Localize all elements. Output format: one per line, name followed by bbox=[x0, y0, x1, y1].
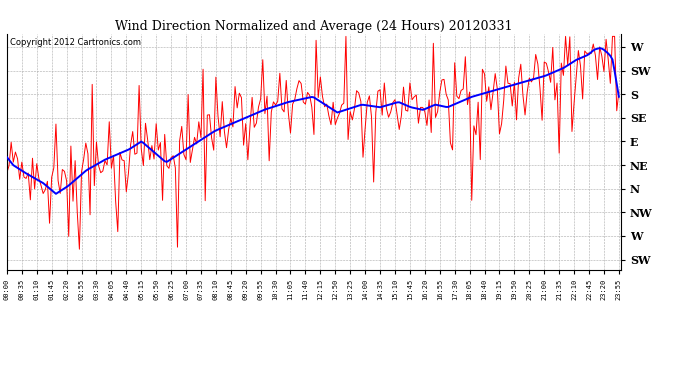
Text: Copyright 2012 Cartronics.com: Copyright 2012 Cartronics.com bbox=[10, 39, 141, 48]
Title: Wind Direction Normalized and Average (24 Hours) 20120331: Wind Direction Normalized and Average (2… bbox=[115, 20, 513, 33]
